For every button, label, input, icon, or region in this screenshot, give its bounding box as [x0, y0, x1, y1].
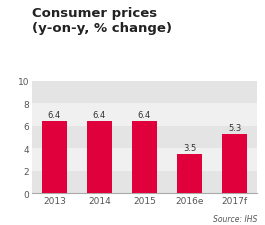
- Bar: [32, 149, 257, 171]
- Bar: [87, 122, 112, 194]
- Text: 6.4: 6.4: [48, 111, 61, 120]
- Text: 6.4: 6.4: [138, 111, 151, 120]
- Text: 5.3: 5.3: [228, 123, 241, 132]
- Bar: [42, 122, 67, 194]
- Text: 3.5: 3.5: [183, 143, 196, 152]
- Bar: [32, 171, 257, 194]
- Text: 6.4: 6.4: [93, 111, 106, 120]
- Text: Consumer prices
(y-on-y, % change): Consumer prices (y-on-y, % change): [32, 7, 172, 35]
- Text: Source: IHS: Source: IHS: [213, 214, 257, 223]
- Bar: [222, 134, 247, 194]
- Bar: [32, 126, 257, 149]
- Bar: [177, 154, 202, 194]
- Bar: [32, 81, 257, 104]
- Bar: [132, 122, 157, 194]
- Bar: [32, 104, 257, 126]
